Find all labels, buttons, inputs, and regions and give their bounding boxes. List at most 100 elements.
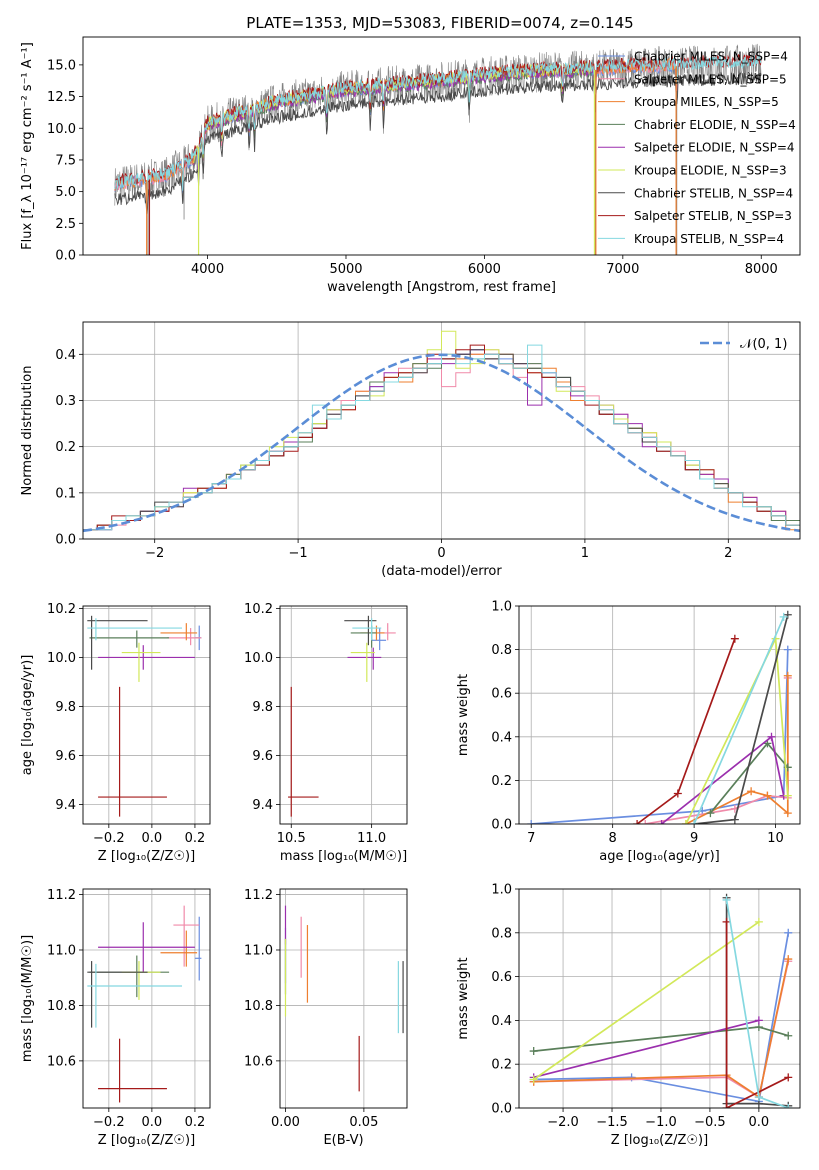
y-axis-label: Flux [f_λ 10⁻¹⁷ erg cm⁻² s⁻¹ A⁻¹] (20, 42, 35, 250)
y-tick-label: 9.8 (252, 700, 273, 715)
y-tick-label: 0.4 (491, 1014, 512, 1029)
mass-weight-marker (754, 1093, 763, 1102)
x-tick-label: 1 (581, 546, 589, 561)
y-tick-label: 0.1 (55, 486, 76, 501)
x-tick-label: −1.5 (596, 1115, 628, 1130)
y-tick-label: 9.6 (55, 749, 76, 764)
figure-title: PLATE=1353, MJD=53083, FIBERID=0074, z=0… (246, 14, 633, 32)
y-tick-label: 10.0 (47, 122, 76, 137)
y-tick-label: 0.0 (491, 1102, 512, 1117)
y-tick-label: 0.0 (491, 818, 512, 833)
mass_vs_EBV-panel: 0.00 0.05 10.6 10.8 11.0 11.2 E(B-V) (244, 888, 408, 1148)
massweight_vs_Z-plot-area (529, 893, 793, 1108)
y-tick-label: 0.4 (491, 730, 512, 745)
y-tick-label: 5.0 (55, 185, 76, 200)
y-tick-label: 11.0 (47, 943, 76, 958)
mass-weight-marker (722, 917, 731, 926)
legend-label: Kroupa MILES, N_SSP=5 (634, 95, 779, 109)
mass-weight-marker (754, 1016, 763, 1025)
x-tick-label: 2 (724, 546, 732, 561)
residuals-panel: −2 −1 0 1 2 0.0 0.1 0.2 0.3 0.4 (data-model)/error… (20, 321, 801, 579)
mass-weight-marker (784, 1104, 793, 1108)
y-tick-label: 9.4 (252, 798, 273, 813)
x-tick-label: 6000 (468, 262, 501, 277)
legend-label: Salpeter MILES, N_SSP=5 (634, 72, 787, 86)
legend-label: Chabrier MILES, N_SSP=4 (634, 50, 788, 64)
errorbar-point (352, 618, 382, 641)
x-tick-label: 5000 (329, 262, 362, 277)
normal-curve (83, 353, 800, 533)
errorbar-point (288, 686, 319, 817)
x-axis-label: wavelength [Angstrom, rest frame] (327, 280, 556, 295)
axes-frame (82, 888, 211, 1109)
legend-label: 𝒩(0, 1) (740, 337, 787, 352)
mass-weight-marker (767, 732, 776, 741)
massweight_vs_age-panel: 7 8 9 10 0.0 0.2 0.4 0.6 0.8 1.0 age [log₁₀(age/yr… (456, 600, 801, 864)
mass-weight-marker (784, 955, 793, 964)
y-tick-label: 0.6 (491, 970, 512, 985)
legend-label: Chabrier STELIB, N_SSP=4 (634, 186, 793, 200)
mass-weight-line (533, 1019, 760, 1079)
x-axis-label: age [log₁₀(age/yr)] (599, 849, 720, 864)
mass-weight-marker (783, 671, 792, 680)
mass-weight-marker (783, 809, 792, 818)
legend-label: Chabrier ELODIE, N_SSP=4 (634, 118, 796, 132)
age_vs_Z-panel: −0.2 0.0 0.2 9.4 9.6 9.8 10.0 10.2 Z [log₁₀(Z/Z☉… (20, 602, 211, 864)
mass-weight-marker (527, 820, 536, 824)
axes-frame (82, 605, 211, 825)
mass-weight-marker (641, 820, 650, 824)
errorbar-point (166, 628, 202, 646)
x-tick-label: 8 (609, 831, 617, 846)
mass-weight-line (533, 921, 760, 1081)
y-tick-label: 9.6 (252, 749, 273, 764)
legend-label: Salpeter ELODIE, N_SSP=4 (634, 141, 795, 155)
mass-weight-marker (783, 791, 792, 800)
y-tick-label: 0.3 (55, 394, 76, 409)
errorbar-point (87, 963, 183, 1028)
errorbar-point (87, 961, 148, 1028)
y-tick-label: 10.0 (47, 651, 76, 666)
model-spectrum (114, 71, 762, 215)
y-tick-label: 10.8 (244, 999, 273, 1014)
y-tick-label: 12.5 (47, 90, 76, 105)
errorbar-point (378, 623, 396, 641)
mass-weight-marker (722, 895, 731, 904)
mass-weight-line (531, 649, 789, 824)
mass-weight-marker (783, 645, 792, 654)
mass-weight-marker (763, 791, 772, 800)
x-tick-label: −0.2 (93, 831, 125, 846)
mass-weight-marker (754, 917, 763, 926)
legend-label: Kroupa STELIB, N_SSP=4 (634, 232, 784, 246)
y-axis-label: Normed distribution (20, 366, 35, 496)
x-tick-label: 7000 (606, 262, 639, 277)
y-tick-label: 2.5 (55, 217, 76, 232)
mass_vs_Z-plot-area (87, 905, 202, 1103)
y-tick-label: 9.8 (55, 700, 76, 715)
y-tick-label: 10.8 (47, 999, 76, 1014)
x-axis-label: E(B-V) (323, 1133, 363, 1148)
mass-weight-marker (673, 789, 682, 798)
errorbar-point (160, 930, 198, 967)
y-tick-label: 11.2 (244, 888, 273, 903)
y-tick-label: 1.0 (491, 600, 512, 615)
mass-weight-marker (681, 820, 690, 824)
axes-frame (518, 605, 801, 825)
y-tick-label: 0.8 (491, 643, 512, 658)
y-tick-label: 10.6 (47, 1054, 76, 1069)
mass-weight-marker (779, 612, 788, 621)
y-tick-label: 10.2 (244, 602, 273, 617)
age_vs_mass-panel: 10.5 11.0 9.4 9.6 9.8 10.0 10.2 mass [log₁₀(M/M… (244, 602, 408, 864)
x-tick-label: 0.0 (142, 831, 163, 846)
x-axis-label: Z [log₁₀(Z/Z☉)] (98, 1133, 195, 1148)
x-tick-label: 0.0 (749, 1115, 770, 1130)
mass-weight-line (725, 921, 789, 1108)
spectrum-panel: 4000 5000 6000 7000 8000 0.0 2.5 5.0 7.5 10.0 12.5… (20, 36, 801, 295)
y-tick-label: 0.4 (55, 348, 76, 363)
x-tick-label: 0.05 (349, 1115, 378, 1130)
y-tick-label: 0.0 (55, 533, 76, 548)
x-axis-label: mass [log₁₀(M/M☉)] (280, 849, 407, 864)
mass-weight-marker (657, 820, 666, 824)
mass-weight-marker (722, 1104, 731, 1108)
x-axis-label: Z [log₁₀(Z/Z☉)] (611, 1133, 708, 1148)
mass-weight-marker (783, 610, 792, 619)
